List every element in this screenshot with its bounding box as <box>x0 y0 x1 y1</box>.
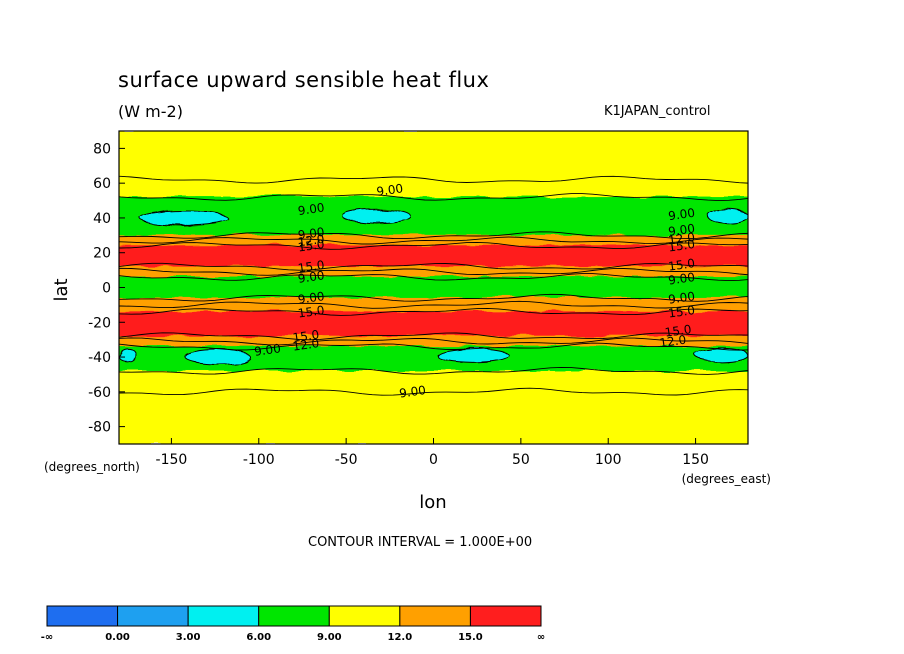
contour-label: 15.0 <box>297 303 325 321</box>
y-tick-label: 80 <box>93 141 111 157</box>
x-tick-label: -100 <box>243 452 275 468</box>
core-4 <box>184 349 251 365</box>
band-6 <box>119 276 748 299</box>
contour-line-9 <box>119 300 748 309</box>
units-label: (W m-2) <box>118 102 183 121</box>
colorbar-label: 0.00 <box>105 632 130 643</box>
colorbar-swatch <box>328 605 401 627</box>
contour-line-5 <box>119 262 748 271</box>
y-tick-label: -60 <box>88 385 111 401</box>
contour-label: 15.0 <box>664 322 692 340</box>
contour-label: 12.0 <box>292 336 320 354</box>
contour-label: 9.00 <box>297 225 325 243</box>
contour-label: 9.00 <box>376 181 404 199</box>
colorbar-swatch <box>469 605 542 627</box>
contour-line-1 <box>119 193 748 202</box>
core-6 <box>695 347 748 363</box>
contour-line-11 <box>119 332 748 341</box>
band-9 <box>119 335 748 348</box>
colorbar-label: ∞ <box>537 632 545 643</box>
contour-label: 15.0 <box>292 327 320 345</box>
y-tick-label: 20 <box>93 246 111 262</box>
x-tick-label: 150 <box>682 452 709 468</box>
contour-label: 9.00 <box>667 289 695 307</box>
colorbar-swatch <box>46 605 119 627</box>
colorbar-swatch <box>187 605 260 627</box>
y-tick-label: 0 <box>102 281 111 297</box>
y-tick-label: 60 <box>93 176 111 192</box>
band-11 <box>119 370 748 444</box>
contour-line-3 <box>119 236 748 245</box>
contour-label: 9.00 <box>297 268 325 286</box>
contour-label: 12.0 <box>297 232 325 250</box>
contour-line-4 <box>119 241 748 250</box>
x-tick-label: -150 <box>156 452 188 468</box>
contour-label: 15.0 <box>667 237 695 255</box>
contour-label: 9.00 <box>667 221 695 239</box>
contour-line-6 <box>119 267 748 276</box>
contour-line-8 <box>119 293 748 302</box>
contour-label: 9.00 <box>253 341 281 359</box>
contour-line-14 <box>119 366 748 375</box>
colorbar-swatch <box>117 605 189 627</box>
run-label: K1JAPAN_control <box>604 104 711 119</box>
contour-line-0 <box>119 175 748 184</box>
colorbar-label: 9.00 <box>317 632 342 643</box>
core-1 <box>342 208 412 224</box>
contour-label: 12.0 <box>659 333 687 351</box>
core-0 <box>139 210 228 226</box>
contour-label: 9.00 <box>667 270 695 288</box>
chart-title: surface upward sensible heat flux <box>118 68 490 92</box>
x-tick-label: 100 <box>595 452 622 468</box>
x-axis-label: lon <box>419 492 446 513</box>
y-units-note: (degrees_north) <box>44 460 140 474</box>
y-axis-label: lat <box>51 278 72 301</box>
contour-line-13 <box>119 342 748 351</box>
y-tick-label: -20 <box>88 315 111 331</box>
colorbar-label: -∞ <box>41 632 53 643</box>
contour-label: 9.00 <box>297 289 325 307</box>
contour-label: 12.0 <box>667 230 695 248</box>
contour-line-15 <box>119 387 748 396</box>
contour-label: 15.0 <box>667 256 695 274</box>
contour-line-7 <box>119 273 748 282</box>
colorbar-label: 12.0 <box>388 632 413 643</box>
band-0 <box>119 131 748 181</box>
band-5 <box>119 266 748 278</box>
x-units-note: (degrees_east) <box>682 472 771 486</box>
contour-line-2 <box>119 231 748 240</box>
colorbar-swatch <box>258 605 330 627</box>
core-3 <box>119 347 137 363</box>
y-tick-label: -40 <box>88 350 111 366</box>
band-8 <box>119 311 748 337</box>
x-tick-label: 0 <box>429 452 438 468</box>
colorbar-label: 15.0 <box>458 632 483 643</box>
contour-label: 15.0 <box>667 303 695 321</box>
contour-line-10 <box>119 307 748 316</box>
x-tick-label: -50 <box>335 452 358 468</box>
colorbar-swatch <box>399 605 471 627</box>
contour-label: 9.00 <box>398 383 426 401</box>
band-4 <box>119 245 748 268</box>
band-1 <box>119 179 748 198</box>
colorbar-label: 3.00 <box>176 632 201 643</box>
y-tick-label: -80 <box>88 420 111 436</box>
contour-label: 9.00 <box>297 200 325 218</box>
contour-label: 9.00 <box>667 206 695 224</box>
contour-interval-text: CONTOUR INTERVAL = 1.000E+00 <box>308 535 533 550</box>
x-tick-label: 50 <box>512 452 530 468</box>
contour-line-12 <box>119 337 748 346</box>
y-tick-label: 40 <box>93 211 111 227</box>
contour-label: 15.0 <box>297 258 325 276</box>
colorbar-label: 6.00 <box>246 632 271 643</box>
contour-label: 15.0 <box>297 237 325 255</box>
